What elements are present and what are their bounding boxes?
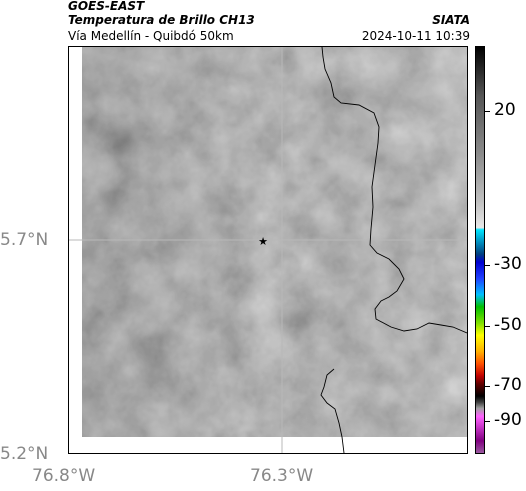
boundary-line: [320, 368, 345, 453]
lat-label-south: 5.2°N: [0, 444, 49, 464]
colorbar-tick: [485, 111, 490, 112]
product-title: Temperatura de Brillo CH13: [68, 13, 255, 27]
satellite-title: GOES-EAST: [68, 0, 145, 13]
lon-label-east: 76.3°W: [250, 466, 314, 486]
source-label: SIATA: [432, 13, 470, 27]
lat-label-north: 5.7°N: [0, 230, 49, 250]
colorbar-tick: [485, 265, 490, 266]
colorbar-tick: [485, 386, 490, 387]
colorbar-label: -70: [494, 375, 522, 395]
colorbar: [475, 46, 485, 454]
colorbar-label: 20: [494, 100, 516, 120]
colorbar-label: -50: [494, 315, 522, 335]
boundary-line: [321, 47, 467, 334]
map-canvas: ★: [69, 47, 467, 453]
lon-label-west: 76.8°W: [32, 466, 96, 486]
city-marker: ★: [258, 235, 268, 248]
colorbar-label: -30: [494, 254, 522, 274]
colorbar-tick: [485, 326, 490, 327]
region-subtitle: Vía Medellín - Quibdó 50km: [68, 29, 234, 43]
timestamp-label: 2024-10-11 10:39: [361, 29, 470, 43]
colorbar-label: -90: [494, 410, 522, 430]
colorbar-tick: [485, 421, 490, 422]
satellite-map[interactable]: ★: [68, 46, 468, 454]
